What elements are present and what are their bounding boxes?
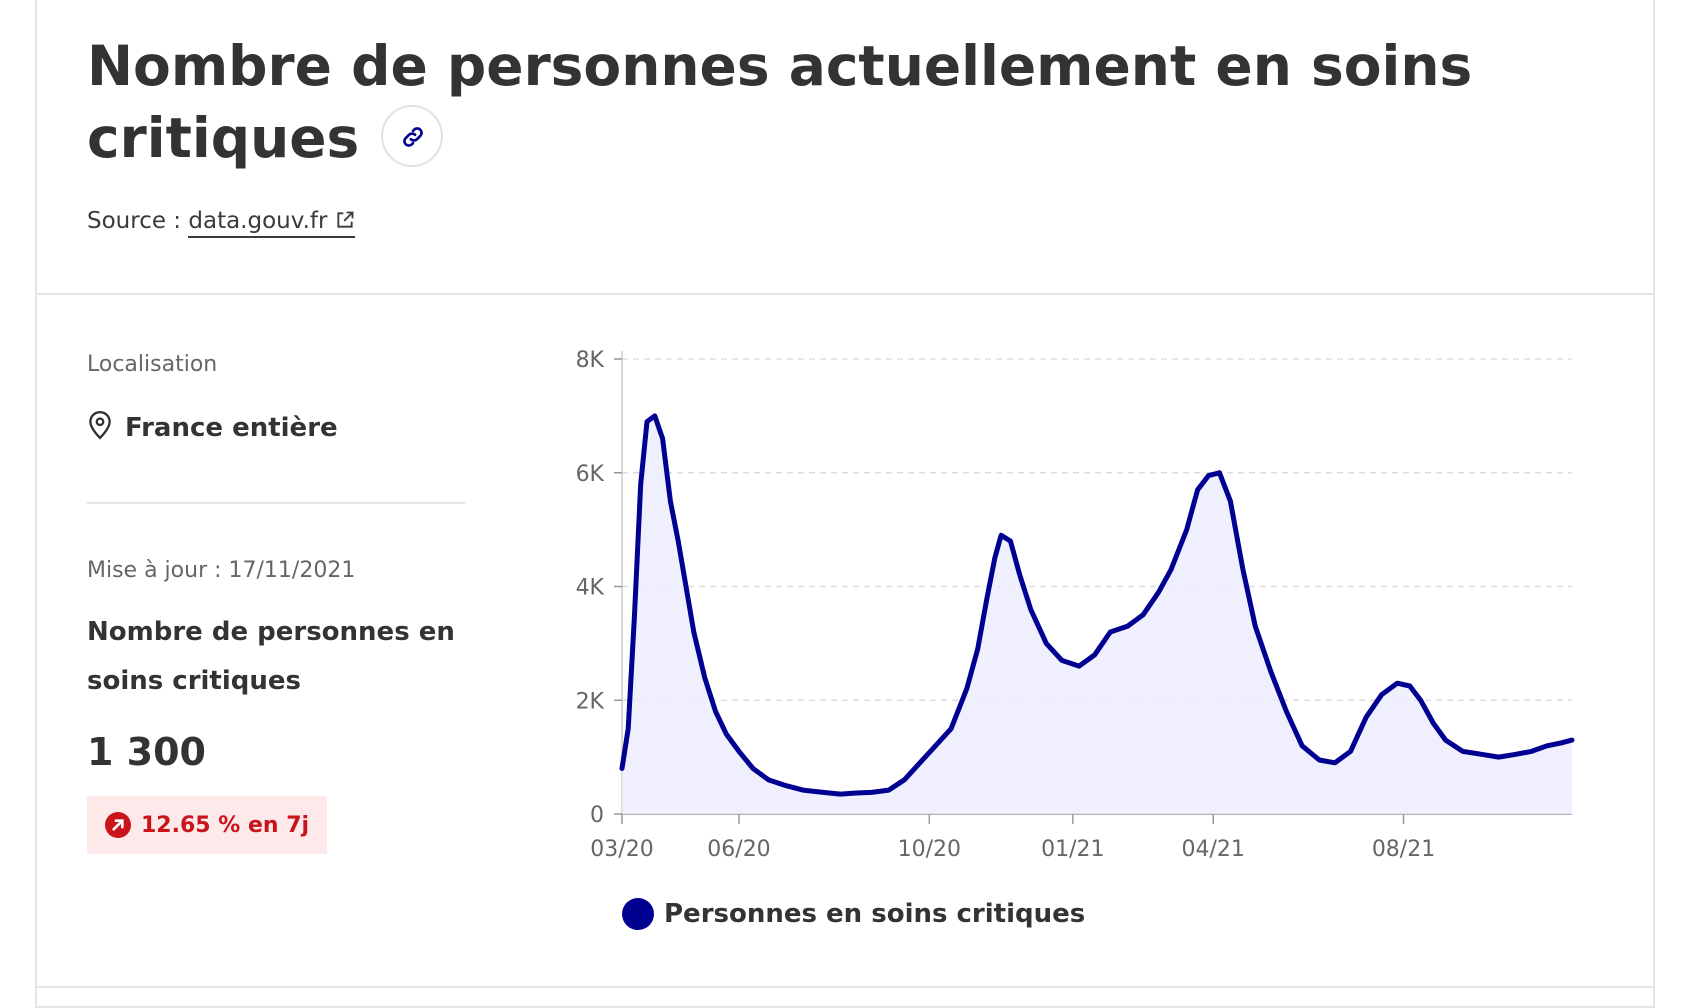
chart-legend: Personnes en soins critiques: [622, 898, 1085, 930]
y-tick-label: 2K: [576, 689, 605, 714]
x-axis-ticks: 03/20 06/20 10/20 01/21 04/21 08/21: [590, 814, 1435, 862]
page-title: Nombre de personnes actuellement en soin…: [87, 30, 1537, 174]
x-tick-label: 10/20: [898, 837, 961, 862]
update-date: Mise à jour : 17/11/2021: [87, 558, 356, 583]
footer-divider: [37, 986, 1653, 988]
series-line: [619, 413, 1575, 797]
legend-swatch: [622, 898, 654, 930]
link-icon: [403, 127, 424, 147]
metric-title: Nombre de personnes en soins critiques: [87, 617, 455, 696]
y-tick-label: 8K: [576, 348, 605, 373]
location-value: France entière: [125, 413, 338, 443]
y-tick-label: 6K: [576, 462, 605, 487]
copy-link-button[interactable]: [381, 104, 444, 167]
y-axis-ticks: 0 2K 4K 6K 8K: [576, 348, 622, 828]
source-label: Source :: [87, 208, 182, 234]
sidebar-divider: [87, 502, 465, 504]
x-tick-label: 03/20: [590, 837, 653, 862]
map-pin-icon: [89, 410, 111, 440]
x-tick-label: 04/21: [1182, 837, 1245, 862]
trend-badge: 12.65 % en 7j: [87, 796, 328, 854]
source-link-text: data.gouv.fr: [188, 208, 328, 234]
critical-care-chart: 0 2K 4K 6K 8K 03/20 06/20 10/20 01/21 04/21 08/21: [576, 348, 1575, 862]
legend-label: Personnes en soins critiques: [664, 899, 1086, 929]
series-area: [622, 415, 1572, 814]
location-selector[interactable]: France entière: [87, 410, 338, 443]
source-link[interactable]: data.gouv.fr: [188, 208, 356, 238]
y-tick-label: 4K: [576, 576, 605, 601]
x-tick-label: 08/21: [1372, 837, 1435, 862]
x-tick-label: 06/20: [707, 837, 770, 862]
y-tick-label: 0: [590, 803, 604, 828]
arrow-up-right-icon: [105, 812, 131, 838]
x-tick-label: 01/21: [1041, 837, 1104, 862]
indicator-card: Nombre de personnes actuellement en soin…: [35, 0, 1655, 1008]
metric-value: 1 300: [87, 730, 206, 774]
source-line: Source : data.gouv.fr: [87, 208, 356, 238]
location-label: Localisation: [87, 352, 218, 377]
external-link-icon: [337, 211, 354, 228]
header-divider: [37, 293, 1653, 295]
trend-text: 12.65 % en 7j: [141, 812, 310, 838]
page-title-text: Nombre de personnes actuellement en soin…: [87, 34, 1473, 170]
